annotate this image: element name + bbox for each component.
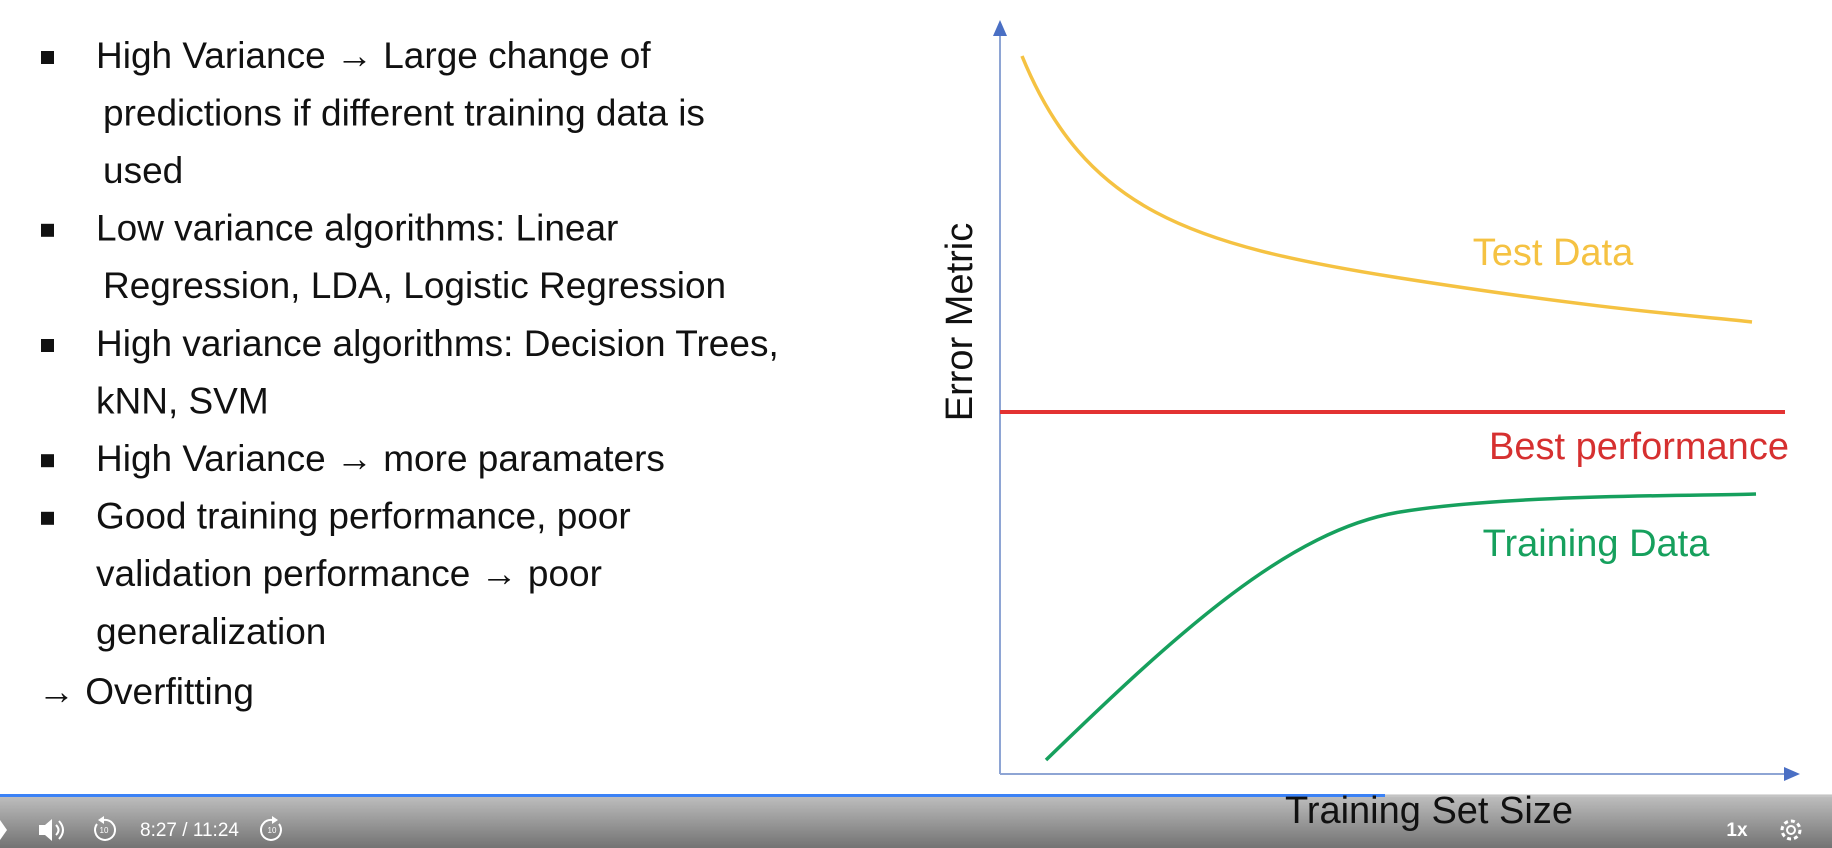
conclusion: → Overfitting <box>38 671 254 712</box>
svg-text:10: 10 <box>268 826 277 835</box>
bullet-line: Regression, LDA, Logistic Regression <box>103 265 726 306</box>
time-display: 8:27 / 11:24 <box>140 820 239 841</box>
training-curve <box>1044 492 1757 762</box>
forward-button[interactable]: 10 <box>260 816 282 841</box>
volume-button[interactable] <box>39 819 64 841</box>
x-axis-arrow <box>1784 767 1800 781</box>
bullet-line: Good training performance, poor <box>96 496 631 537</box>
x-axis-label: Training Set Size <box>1285 790 1573 832</box>
test-label: Test Data <box>1473 232 1634 274</box>
bullet-marker <box>41 454 54 468</box>
bullet-line: generalization <box>96 611 326 652</box>
bullet-marker <box>41 511 54 525</box>
speed-button[interactable]: 1x <box>1726 820 1748 841</box>
bullet-line: used <box>103 150 183 191</box>
bullet-marker <box>41 51 54 64</box>
y-axis-label: Error Metric <box>939 223 981 421</box>
training-label: Training Data <box>1483 523 1711 565</box>
bullet-line: validation performance → poor <box>96 553 602 594</box>
bullet-line: High Variance → Large change of <box>96 35 651 76</box>
diagram: Test Data Best performance Training Data… <box>939 20 1800 781</box>
bullet-line: kNN, SVM <box>96 380 269 421</box>
play-button[interactable] <box>0 820 7 840</box>
settings-button[interactable] <box>1780 819 1802 841</box>
rewind-button[interactable]: 10 <box>94 816 116 841</box>
y-axis-arrow <box>993 20 1007 36</box>
progress-fill <box>0 794 1385 797</box>
bullet-line: High variance algorithms: Decision Trees… <box>96 323 779 364</box>
bullet-list: High Variance → Large change of predictio… <box>41 35 779 652</box>
svg-text:10: 10 <box>100 826 109 835</box>
bullet-line: High Variance → more paramaters <box>96 438 665 479</box>
best-label: Best performance <box>1489 426 1789 468</box>
test-curve <box>1020 55 1753 324</box>
control-bar <box>0 795 1832 848</box>
bullet-line: Low variance algorithms: Linear <box>96 208 618 249</box>
bullet-line: predictions if different training data i… <box>103 92 705 133</box>
bullet-marker <box>41 339 54 352</box>
bullet-marker <box>41 223 54 237</box>
